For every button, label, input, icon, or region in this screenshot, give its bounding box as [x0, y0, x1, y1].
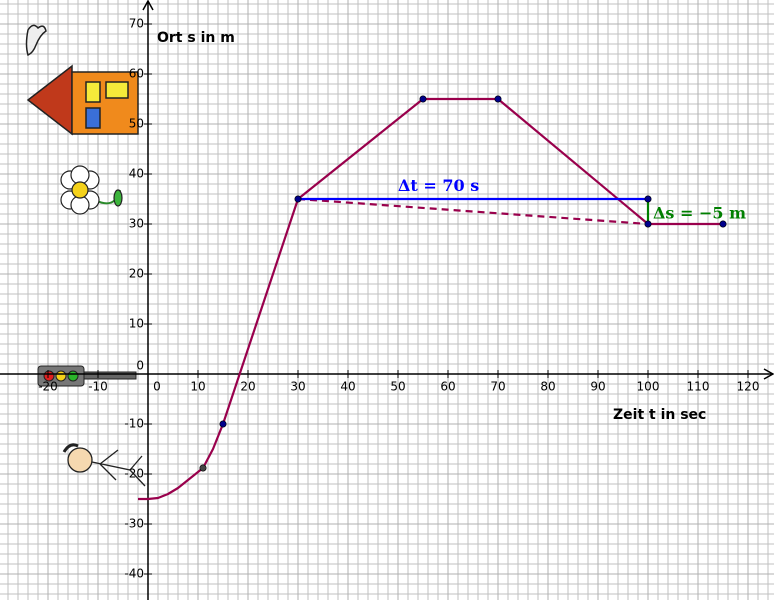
y-tick-label: 30 [129, 217, 144, 231]
y-tick-label: -10 [124, 417, 144, 431]
annotation: Δs = −5 m [653, 204, 746, 223]
y-tick-label: 0 [136, 359, 144, 373]
x-tick-label: 50 [390, 380, 405, 394]
x-tick-label: 0 [153, 380, 161, 394]
point [494, 95, 502, 103]
y-tick-label: 10 [129, 317, 144, 331]
x-tick-label: 60 [440, 380, 455, 394]
y-tick-label: 60 [129, 67, 144, 81]
series-line [297, 197, 649, 226]
point [419, 95, 427, 103]
x-tick-label: 80 [540, 380, 555, 394]
x-axis-label: Zeit t in sec [613, 407, 706, 423]
y-tick-label: 40 [129, 167, 144, 181]
y-tick-label: -40 [124, 567, 144, 581]
y-axis-label: Ort s in m [157, 30, 235, 46]
x-tick-label: 10 [190, 380, 205, 394]
y-tick-label: -30 [124, 517, 144, 531]
flower-icon [60, 165, 123, 215]
point [644, 220, 652, 228]
y-tick-label: 20 [129, 267, 144, 281]
x-tick-label: -10 [88, 380, 108, 394]
x-tick-label: -20 [38, 380, 58, 394]
x-tick-label: 20 [240, 380, 255, 394]
point [644, 195, 652, 203]
x-tick-label: 110 [687, 380, 710, 394]
point [294, 195, 302, 203]
x-tick-label: 120 [737, 380, 760, 394]
house-icon [25, 24, 139, 136]
y-tick-label: -20 [124, 467, 144, 481]
y-axis-arrow [142, 0, 154, 11]
plot [138, 95, 727, 501]
x-tick-label: 40 [340, 380, 355, 394]
x-tick-label: 30 [290, 380, 305, 394]
x-tick-label: 100 [637, 380, 660, 394]
point [719, 220, 727, 228]
y-tick-label: 50 [129, 117, 144, 131]
annotation: Δt = 70 s [398, 176, 479, 195]
x-tick-label: 70 [490, 380, 505, 394]
point [199, 464, 207, 472]
point [219, 420, 227, 428]
y-tick-label: 70 [129, 17, 144, 31]
person-icon [62, 443, 146, 487]
icons [25, 24, 146, 487]
x-axis-arrow [763, 368, 774, 380]
x-tick-label: 90 [590, 380, 605, 394]
